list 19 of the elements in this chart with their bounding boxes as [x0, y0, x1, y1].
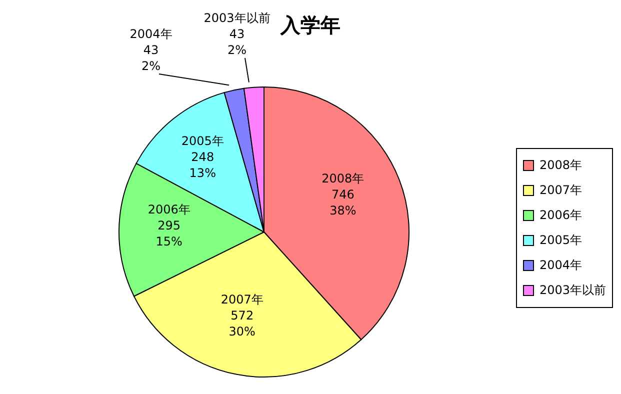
legend-label: 2003年以前 — [539, 282, 606, 299]
data-label: 43 2% — [141, 43, 161, 73]
data-label: 295 15% — [156, 218, 182, 248]
slice-label: 2007年 — [220, 292, 264, 306]
legend-label: 2004年 — [539, 257, 582, 274]
data-label: 43 2% — [227, 27, 247, 57]
legend-label: 2007年 — [539, 182, 582, 199]
data-label: 746 38% — [330, 188, 356, 218]
slice-label: 2006年 — [148, 202, 190, 216]
data-label: 248 13% — [189, 150, 216, 180]
chart-title: 入学年 — [280, 13, 340, 37]
slice-label: 2004年 — [130, 27, 172, 41]
legend-label: 2008年 — [539, 157, 582, 174]
data-label: 572 30% — [228, 308, 256, 338]
slice-label: 2008年 — [322, 172, 364, 186]
legend-label: 2005年 — [539, 232, 582, 249]
slice-label: 2005年 — [181, 134, 224, 148]
slice-label: 2003年以前 — [204, 11, 270, 25]
legend-label: 2006年 — [539, 207, 582, 224]
